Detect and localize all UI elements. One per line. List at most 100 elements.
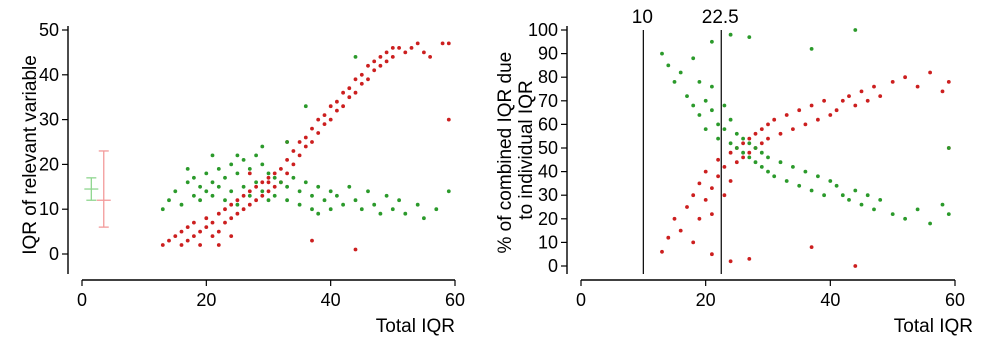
green-data-point bbox=[716, 136, 720, 141]
red-data-point bbox=[210, 220, 215, 225]
green-data-point bbox=[266, 171, 271, 176]
green-data-point bbox=[310, 207, 314, 212]
red-data-point bbox=[728, 259, 733, 264]
y-tick-label: 90 bbox=[538, 44, 558, 64]
red-data-point bbox=[254, 198, 258, 203]
green-data-point bbox=[691, 103, 696, 108]
x-axis-title: Total IQR bbox=[894, 316, 973, 337]
scatter-points bbox=[160, 41, 451, 252]
red-data-point bbox=[741, 155, 745, 160]
green-data-point bbox=[198, 198, 203, 203]
green-data-point bbox=[353, 198, 358, 203]
red-data-point bbox=[378, 63, 383, 68]
red-data-point bbox=[285, 158, 289, 162]
red-data-point bbox=[660, 249, 664, 254]
red-data-point bbox=[310, 140, 314, 144]
green-data-point bbox=[797, 183, 802, 188]
red-data-point bbox=[359, 81, 364, 86]
green-data-point bbox=[390, 207, 395, 212]
red-data-point bbox=[390, 46, 395, 50]
red-data-point bbox=[747, 257, 752, 261]
red-data-point bbox=[772, 117, 777, 122]
red-data-point bbox=[403, 50, 408, 55]
red-data-point bbox=[940, 89, 945, 94]
green-data-point bbox=[254, 153, 258, 158]
red-data-point bbox=[666, 235, 671, 240]
red-data-point bbox=[834, 108, 839, 113]
green-data-point bbox=[204, 189, 209, 194]
green-data-point bbox=[728, 141, 733, 146]
green-data-point bbox=[716, 122, 720, 127]
green-data-point bbox=[840, 193, 845, 198]
red-data-point bbox=[347, 86, 352, 91]
green-data-point bbox=[803, 169, 808, 174]
red-data-point bbox=[303, 144, 308, 149]
red-data-point bbox=[378, 55, 383, 59]
green-data-point bbox=[816, 174, 820, 179]
green-data-point bbox=[703, 127, 708, 131]
red-data-point bbox=[204, 225, 209, 230]
green-data-point bbox=[710, 84, 714, 89]
red-data-point bbox=[741, 141, 745, 146]
red-data-point bbox=[803, 122, 808, 127]
red-data-point bbox=[822, 98, 826, 103]
green-data-point bbox=[434, 207, 439, 212]
green-data-point bbox=[384, 193, 389, 198]
red-data-point bbox=[716, 174, 720, 179]
red-data-point bbox=[865, 98, 870, 103]
green-data-point bbox=[791, 165, 795, 169]
green-data-point bbox=[865, 193, 870, 198]
red-data-point bbox=[179, 243, 184, 247]
green-data-point bbox=[254, 180, 258, 185]
green-data-point bbox=[272, 175, 277, 180]
green-data-point bbox=[216, 184, 221, 189]
y-tick-label: 10 bbox=[39, 199, 59, 219]
red-data-point bbox=[797, 108, 802, 113]
red-data-point bbox=[198, 243, 203, 247]
red-data-point bbox=[678, 228, 683, 233]
green-data-point bbox=[185, 167, 190, 171]
y-axis-title: IQR of relevant variable bbox=[20, 55, 41, 255]
green-data-point bbox=[859, 202, 864, 207]
red-data-point bbox=[198, 229, 203, 234]
red-data-point bbox=[703, 198, 708, 202]
red-data-point bbox=[223, 220, 227, 225]
red-data-point bbox=[853, 264, 858, 268]
chart-right: 0 20 40 60 0 10 20 30 40 50 60 70 80 90 100 10 22.5 To… bbox=[495, 7, 973, 337]
green-data-point bbox=[772, 174, 777, 179]
red-data-point bbox=[204, 216, 209, 221]
green-data-point bbox=[229, 162, 234, 167]
green-data-point bbox=[784, 179, 789, 183]
red-data-point bbox=[791, 127, 795, 131]
red-data-point bbox=[266, 189, 271, 194]
green-data-point bbox=[747, 141, 752, 146]
red-data-point bbox=[192, 220, 196, 225]
y-axis-title: % of combined IQR due to individual IQR bbox=[495, 47, 537, 254]
green-data-point bbox=[697, 80, 702, 84]
red-data-point bbox=[710, 186, 714, 191]
red-data-point bbox=[247, 202, 252, 207]
red-data-point bbox=[216, 211, 221, 216]
green-data-point bbox=[192, 193, 196, 198]
red-data-point bbox=[440, 41, 445, 46]
green-data-point bbox=[747, 35, 752, 39]
y-tick-label: 50 bbox=[538, 138, 558, 158]
red-data-point bbox=[328, 117, 333, 122]
red-data-point bbox=[229, 216, 234, 221]
green-data-point bbox=[185, 180, 190, 185]
green-data-point bbox=[728, 32, 733, 37]
y-tick-label: 50 bbox=[39, 20, 59, 40]
green-data-point bbox=[241, 184, 246, 189]
green-data-point bbox=[335, 193, 339, 198]
red-data-point bbox=[316, 117, 321, 122]
red-data-point bbox=[847, 94, 851, 98]
red-data-point bbox=[734, 160, 739, 165]
green-data-point bbox=[328, 189, 333, 194]
red-data-point bbox=[722, 165, 727, 169]
green-data-point bbox=[809, 188, 814, 193]
green-data-point bbox=[697, 113, 702, 117]
green-data-point bbox=[946, 212, 951, 217]
green-data-point bbox=[297, 189, 302, 194]
reference-line-label: 10 bbox=[632, 7, 653, 28]
red-data-point bbox=[691, 240, 696, 245]
